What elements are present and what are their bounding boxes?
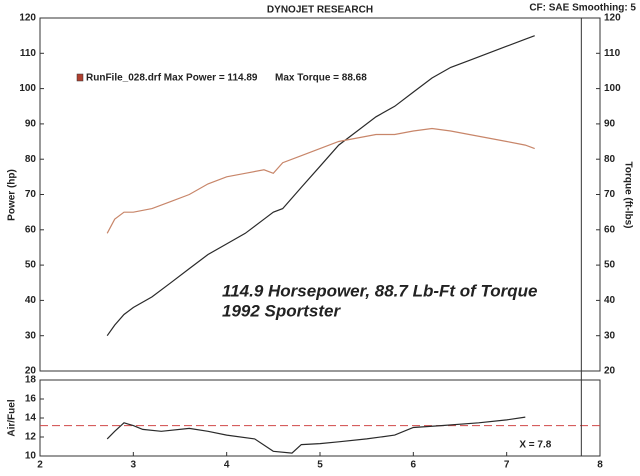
y2-tick-label: 40 <box>604 295 616 306</box>
y2-tick-label: 30 <box>604 330 616 341</box>
legend-text: RunFile_028.drf Max Power = 114.89 <box>86 73 258 84</box>
x-tick-label: 2 <box>37 460 43 471</box>
legend-text: Max Torque = 88.68 <box>275 73 367 84</box>
y2-tick-label: 100 <box>604 83 621 94</box>
y-tick-label: 50 <box>25 260 37 271</box>
y-tick-label: 40 <box>25 295 37 306</box>
y-tick-label: 60 <box>25 224 37 235</box>
y2-tick-label: 70 <box>604 189 616 200</box>
chart-subtitle: CF: SAE Smoothing: 5 <box>529 3 636 14</box>
y-tick-label: 14 <box>25 413 37 424</box>
series-line <box>106 35 535 337</box>
y2-tick-label: 80 <box>604 154 616 165</box>
y-tick-label: 90 <box>25 119 37 130</box>
y-tick-label: 18 <box>25 375 37 386</box>
af-axis-label: Air/Fuel <box>7 399 18 436</box>
y2-tick-label: 60 <box>604 224 616 235</box>
x-tick-label: 8 <box>597 460 603 471</box>
cursor-label: X = 7.8 <box>519 440 551 451</box>
annotation: 114.9 Horsepower, 88.7 Lb-Ft of Torque <box>222 281 538 300</box>
y2-tick-label: 110 <box>604 48 621 59</box>
y-tick-label: 10 <box>25 451 37 462</box>
y-tick-label: 12 <box>25 432 37 443</box>
y-tick-label: 30 <box>25 330 37 341</box>
y-tick-label: 80 <box>25 154 37 165</box>
y-tick-label: 110 <box>20 48 37 59</box>
y-tick-label: 20 <box>25 366 37 377</box>
y2-tick-label: 50 <box>604 260 616 271</box>
series-line <box>106 127 535 234</box>
x-tick-label: 3 <box>131 460 137 471</box>
x-tick-label: 5 <box>317 460 323 471</box>
annotation: 1992 Sportster <box>222 301 341 320</box>
y2-tick-label: 120 <box>604 13 621 24</box>
y-tick-label: 120 <box>19 13 36 24</box>
series-line <box>106 416 526 454</box>
y-tick-label: 70 <box>25 189 37 200</box>
x-tick-label: 6 <box>411 460 417 471</box>
x-tick-label: 7 <box>504 460 510 471</box>
y-tick-label: 100 <box>19 83 36 94</box>
y2-axis-label: Torque (ft-lbs) <box>622 161 633 228</box>
legend-icon <box>76 73 84 82</box>
y2-tick-label: 90 <box>604 119 616 130</box>
y-tick-label: 16 <box>25 394 37 405</box>
x-tick-label: 4 <box>224 460 230 471</box>
y-axis-label: Power (hp) <box>7 169 18 221</box>
chart-title: DYNOJET RESEARCH <box>267 5 373 16</box>
y2-tick-label: 20 <box>604 366 616 377</box>
